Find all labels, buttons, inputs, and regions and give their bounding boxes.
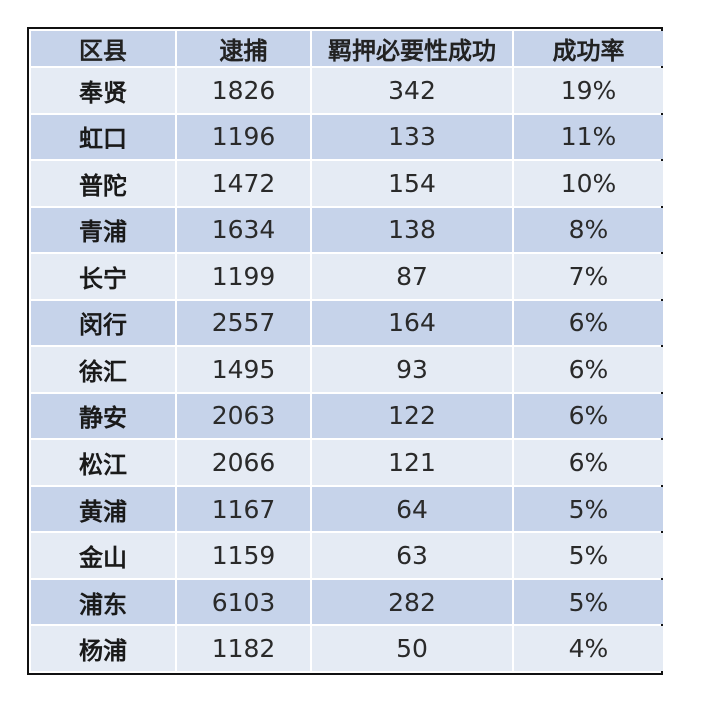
cell-detention-success: 87 bbox=[312, 254, 512, 299]
table-row: 虹口 1196 133 11% bbox=[31, 114, 663, 160]
cell-success-rate: 4% bbox=[514, 626, 663, 671]
table-row: 闵行 2557 164 6% bbox=[31, 300, 663, 346]
table-row: 奉贤 1826 342 19% bbox=[31, 68, 663, 113]
cell-arrests: 1495 bbox=[177, 347, 310, 392]
table-row: 黄浦 1167 64 5% bbox=[31, 486, 663, 532]
cell-district: 长宁 bbox=[31, 254, 175, 299]
cell-district: 青浦 bbox=[31, 207, 175, 253]
table-row: 青浦 1634 138 8% bbox=[31, 207, 663, 253]
cell-district: 奉贤 bbox=[31, 68, 175, 113]
cell-detention-success: 282 bbox=[312, 579, 512, 625]
cell-district: 徐汇 bbox=[31, 347, 175, 392]
cell-success-rate: 6% bbox=[514, 393, 663, 439]
cell-success-rate: 6% bbox=[514, 300, 663, 346]
header-success-rate: 成功率 bbox=[514, 31, 663, 66]
table-header-row: 区县 逮捕 羁押必要性成功 成功率 bbox=[31, 31, 663, 66]
cell-arrests: 1182 bbox=[177, 626, 310, 671]
cell-arrests: 1167 bbox=[177, 486, 310, 532]
cell-arrests: 2063 bbox=[177, 393, 310, 439]
district-arrest-table: 区县 逮捕 羁押必要性成功 成功率 奉贤 1826 342 19% 虹口 119… bbox=[29, 29, 665, 673]
cell-arrests: 1826 bbox=[177, 68, 310, 113]
cell-district: 浦东 bbox=[31, 579, 175, 625]
cell-detention-success: 342 bbox=[312, 68, 512, 113]
cell-detention-success: 93 bbox=[312, 347, 512, 392]
data-table-frame: 区县 逮捕 羁押必要性成功 成功率 奉贤 1826 342 19% 虹口 119… bbox=[27, 27, 663, 675]
cell-detention-success: 154 bbox=[312, 161, 512, 206]
cell-success-rate: 5% bbox=[514, 579, 663, 625]
cell-arrests: 1196 bbox=[177, 114, 310, 160]
cell-detention-success: 121 bbox=[312, 440, 512, 485]
cell-district: 普陀 bbox=[31, 161, 175, 206]
cell-success-rate: 5% bbox=[514, 533, 663, 578]
cell-district: 杨浦 bbox=[31, 626, 175, 671]
cell-arrests: 6103 bbox=[177, 579, 310, 625]
table-row: 松江 2066 121 6% bbox=[31, 440, 663, 485]
cell-detention-success: 50 bbox=[312, 626, 512, 671]
cell-district: 黄浦 bbox=[31, 486, 175, 532]
table-row: 长宁 1199 87 7% bbox=[31, 254, 663, 299]
cell-district: 虹口 bbox=[31, 114, 175, 160]
cell-arrests: 1199 bbox=[177, 254, 310, 299]
cell-arrests: 1634 bbox=[177, 207, 310, 253]
cell-success-rate: 8% bbox=[514, 207, 663, 253]
cell-success-rate: 7% bbox=[514, 254, 663, 299]
table-row: 金山 1159 63 5% bbox=[31, 533, 663, 578]
header-arrests: 逮捕 bbox=[177, 31, 310, 66]
cell-arrests: 2066 bbox=[177, 440, 310, 485]
cell-success-rate: 19% bbox=[514, 68, 663, 113]
cell-arrests: 1472 bbox=[177, 161, 310, 206]
cell-success-rate: 5% bbox=[514, 486, 663, 532]
cell-district: 松江 bbox=[31, 440, 175, 485]
cell-detention-success: 64 bbox=[312, 486, 512, 532]
cell-success-rate: 6% bbox=[514, 440, 663, 485]
cell-arrests: 2557 bbox=[177, 300, 310, 346]
cell-success-rate: 6% bbox=[514, 347, 663, 392]
cell-detention-success: 133 bbox=[312, 114, 512, 160]
table-row: 浦东 6103 282 5% bbox=[31, 579, 663, 625]
cell-detention-success: 63 bbox=[312, 533, 512, 578]
cell-district: 金山 bbox=[31, 533, 175, 578]
cell-success-rate: 11% bbox=[514, 114, 663, 160]
header-detention-success: 羁押必要性成功 bbox=[312, 31, 512, 66]
cell-arrests: 1159 bbox=[177, 533, 310, 578]
table-row: 普陀 1472 154 10% bbox=[31, 161, 663, 206]
table-row: 徐汇 1495 93 6% bbox=[31, 347, 663, 392]
cell-success-rate: 10% bbox=[514, 161, 663, 206]
table-row: 杨浦 1182 50 4% bbox=[31, 626, 663, 671]
cell-district: 闵行 bbox=[31, 300, 175, 346]
cell-detention-success: 138 bbox=[312, 207, 512, 253]
table-row: 静安 2063 122 6% bbox=[31, 393, 663, 439]
header-district: 区县 bbox=[31, 31, 175, 66]
cell-district: 静安 bbox=[31, 393, 175, 439]
cell-detention-success: 122 bbox=[312, 393, 512, 439]
cell-detention-success: 164 bbox=[312, 300, 512, 346]
